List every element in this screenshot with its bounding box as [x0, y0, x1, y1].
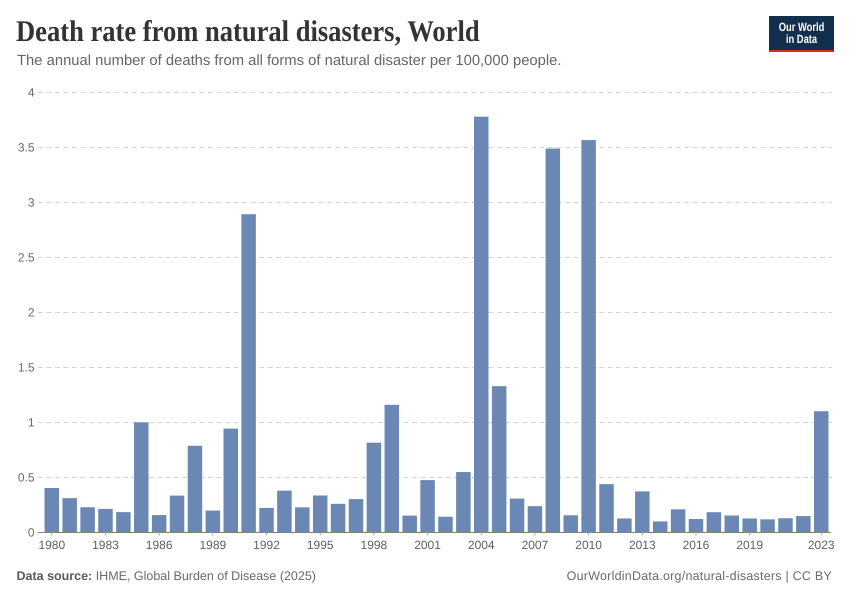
svg-text:1: 1: [28, 415, 35, 429]
svg-text:2023: 2023: [808, 538, 835, 552]
svg-text:0.5: 0.5: [18, 470, 35, 484]
svg-text:1980: 1980: [38, 538, 65, 552]
svg-text:2007: 2007: [522, 538, 549, 552]
svg-text:2016: 2016: [683, 538, 710, 552]
svg-text:2001: 2001: [414, 538, 441, 552]
svg-text:1995: 1995: [307, 538, 334, 552]
svg-text:1989: 1989: [199, 538, 226, 552]
svg-text:2019: 2019: [736, 538, 763, 552]
svg-text:2013: 2013: [629, 538, 656, 552]
svg-text:2: 2: [28, 305, 35, 319]
svg-text:4: 4: [28, 85, 35, 99]
svg-text:1983: 1983: [92, 538, 119, 552]
svg-text:1986: 1986: [146, 538, 173, 552]
svg-text:3.5: 3.5: [18, 140, 35, 154]
svg-text:3: 3: [28, 195, 35, 209]
svg-text:2010: 2010: [575, 538, 602, 552]
svg-text:1992: 1992: [253, 538, 280, 552]
svg-text:0: 0: [28, 525, 35, 539]
svg-text:2.5: 2.5: [18, 250, 35, 264]
svg-text:1.5: 1.5: [18, 360, 35, 374]
svg-text:1998: 1998: [361, 538, 388, 552]
svg-text:2004: 2004: [468, 538, 495, 552]
